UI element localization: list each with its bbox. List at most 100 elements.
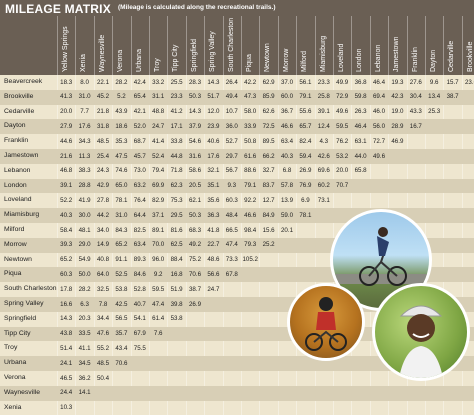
- mileage-cell: 37.9: [188, 122, 202, 130]
- mileage-cell: 33.5: [78, 330, 91, 338]
- mileage-cell: 54.9: [78, 256, 91, 264]
- row-city-label: Brookville: [4, 92, 34, 100]
- row-city-label: Lebanon: [4, 166, 31, 174]
- table-row: Brookville 41.3 31.0 45.2 5.2 65.4 31.1 23.3 50.…: [0, 89, 474, 105]
- mileage-cell: 65.7: [299, 122, 312, 130]
- mileage-cell: 35.1: [207, 182, 220, 190]
- mileage-cell: 63.1: [354, 137, 367, 145]
- mileage-cell: 33.8: [170, 137, 183, 145]
- mileage-cell: 55.2: [96, 344, 110, 352]
- table-row: Franklin 44.6 34.3 48.5 35.3 68.7 41.4 33.8 54.6…: [0, 134, 474, 149]
- mileage-cell: 27.9: [60, 122, 73, 130]
- mileage-cell: 40.3: [60, 211, 73, 219]
- mileage-cell: 60.3: [60, 270, 73, 278]
- mileage-cell: 49.6: [336, 108, 349, 116]
- mileage-cell: 44.8: [170, 152, 183, 160]
- table-row: South Charleston 17.8 28.2 32.5 53.8 52.8 59.5…: [0, 282, 474, 297]
- mileage-cell: 58.0: [244, 108, 257, 116]
- row-city-label: Morrow: [4, 240, 27, 248]
- mileage-cell: 78.1: [115, 196, 128, 204]
- mileage-cell: 40.7: [133, 300, 146, 308]
- mileage-cell: 14.3: [60, 315, 73, 323]
- mileage-cell: 14.9: [96, 241, 110, 249]
- mileage-cell: 34.4: [96, 315, 110, 323]
- mileage-cell: 48.5: [96, 359, 110, 367]
- mileage-cell: 76.4: [133, 196, 146, 204]
- mileage-cell: 48.4: [225, 211, 238, 219]
- mileage-cell: 38.7: [446, 93, 459, 101]
- mileage-cell: 65.2: [115, 241, 128, 249]
- mileage-cell: 24.4: [60, 389, 73, 397]
- mileage-cell: 69.4: [372, 93, 386, 101]
- mileage-cell: 66.2: [262, 152, 275, 160]
- mileage-cell: 11.3: [78, 152, 91, 160]
- mileage-cell: 25.5: [170, 78, 183, 86]
- mileage-cell: 26.3: [354, 108, 367, 116]
- mileage-cell: 65.2: [60, 256, 73, 264]
- mileage-cell: 60.3: [225, 196, 238, 204]
- mileage-cell: 43.4: [115, 344, 128, 352]
- mileage-cell: 13.9: [280, 196, 294, 204]
- mileage-cell: 16.6: [60, 300, 73, 308]
- mileage-cell: 48.1: [78, 226, 91, 234]
- table-row: Urbana 24.1 34.5 48.5 70.6: [0, 356, 474, 371]
- mileage-cell: 33.2: [152, 78, 165, 86]
- mileage-cell: 47.4: [225, 241, 238, 249]
- mileage-cell: 31.1: [152, 93, 165, 101]
- mileage-cell: 22.7: [207, 241, 220, 249]
- table-row: Verona 46.5 36.2 50.4: [0, 371, 474, 386]
- mileage-cell: 58.6: [188, 167, 202, 175]
- mileage-cell: 9.3: [227, 182, 237, 190]
- mileage-cell: 26.9: [299, 167, 312, 175]
- row-city-label: Dayton: [4, 122, 26, 130]
- mileage-cell: 83.7: [262, 182, 275, 190]
- mileage-cell: 46.4: [354, 122, 367, 130]
- mileage-cell: 70.7: [336, 182, 349, 190]
- mileage-cell: 43.3: [409, 108, 422, 116]
- row-city-label: Beavercreek: [4, 78, 43, 85]
- mileage-cell: 56.5: [115, 315, 128, 323]
- mileage-cell: 49.2: [188, 241, 202, 249]
- mileage-cell: 85.9: [262, 93, 275, 101]
- mileage-cell: 20.0: [336, 167, 349, 175]
- mileage-cell: 81.6: [170, 226, 183, 234]
- mileage-cell: 70.6: [115, 359, 128, 367]
- mileage-cell: 72.7: [372, 137, 386, 145]
- mileage-cell: 29.0: [78, 241, 91, 249]
- row-city-label: Urbana: [4, 359, 27, 367]
- mileage-cell: 88.4: [170, 256, 183, 264]
- mileage-cell: 56.0: [372, 122, 386, 130]
- mileage-cell: 53.8: [115, 285, 128, 293]
- mileage-cell: 89.5: [262, 137, 275, 145]
- mileage-cell: 47.5: [115, 152, 128, 160]
- mileage-cell: 45.2: [96, 93, 110, 101]
- row-city-label: Franklin: [4, 137, 29, 145]
- mileage-cell: 61.4: [152, 315, 165, 323]
- mileage-cell: 65.4: [133, 93, 146, 101]
- mileage-cell: 15.7: [446, 78, 459, 86]
- mileage-cell: 98.4: [244, 226, 257, 234]
- mileage-cell: 52.5: [115, 270, 128, 278]
- mileage-cell: 7.7: [80, 108, 89, 116]
- mileage-cell: 67.8: [225, 270, 238, 278]
- row-city-label: Spring Valley: [4, 300, 44, 307]
- mileage-cell: 69.6: [317, 167, 330, 175]
- mileage-cell: 19.3: [391, 78, 404, 86]
- mileage-cell: 44.6: [60, 137, 73, 145]
- mileage-cell: 68.3: [188, 226, 202, 234]
- mileage-cell: 28.3: [188, 78, 202, 86]
- mileage-cell: 42.2: [244, 78, 257, 86]
- mileage-cell: 105.2: [242, 256, 258, 264]
- mileage-cell: 25.3: [428, 108, 441, 116]
- row-city-label: Miamisburg: [4, 211, 40, 219]
- mileage-cell: 40.8: [96, 256, 110, 264]
- table-row: London 39.1 28.8 42.9 65.0 63.2 69.9 62.3 20.5 35…: [0, 178, 474, 194]
- mileage-cell: 34.3: [78, 137, 91, 145]
- mileage-cell: 65.8: [354, 167, 367, 175]
- mileage-cell: 28.8: [78, 182, 91, 190]
- table-row: Milford 58.4 48.1 34.0 84.3 82.5 89.1 81.6 68.3 4…: [0, 223, 474, 238]
- mileage-cell: 24.1: [60, 359, 73, 367]
- mileage-cell: 64.0: [96, 270, 110, 278]
- mileage-cell: 42.4: [133, 78, 146, 86]
- mileage-cell: 17.8: [60, 285, 73, 293]
